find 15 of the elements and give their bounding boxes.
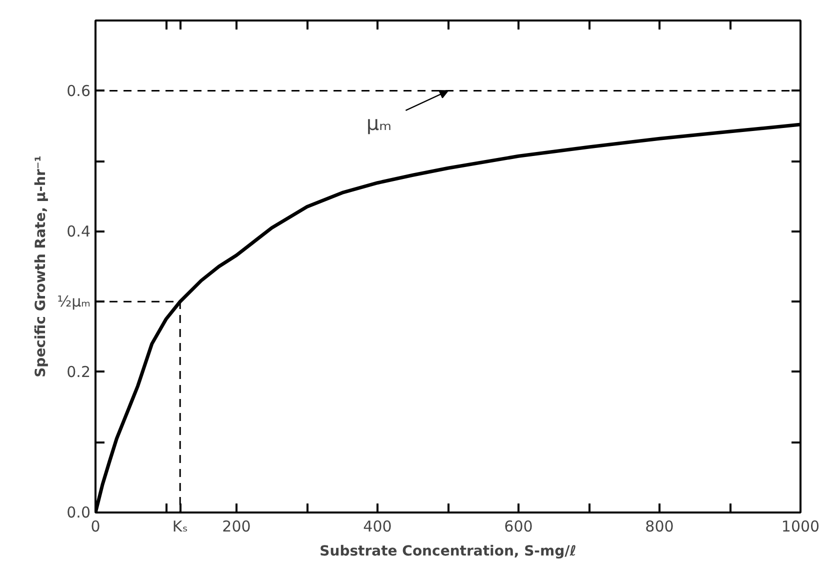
x-tick-label: 800 [645, 518, 674, 536]
x-axis-title: Substrate Concentration, S-mg/ℓ [320, 544, 576, 560]
x-tick-label: 1000 [781, 518, 820, 536]
x-tick-label: 0 [90, 518, 100, 536]
x-tick-label: 200 [222, 518, 251, 536]
y-tick-label: 0.2 [66, 362, 91, 381]
annotation: μₘ [366, 110, 392, 135]
x-tick-label: 600 [504, 518, 533, 536]
y-tick-label: 0.0 [66, 504, 91, 522]
y-tick-label: 0.6 [66, 82, 91, 100]
x-tick-label: Kₛ [172, 518, 188, 536]
y-tick-label: ½μₘ [57, 292, 91, 311]
y-axis-title: Specific Growth Rate, μ-hr⁻¹ [33, 156, 50, 378]
y-tick-label: 0.4 [66, 222, 91, 240]
x-tick-label: 400 [363, 518, 392, 536]
